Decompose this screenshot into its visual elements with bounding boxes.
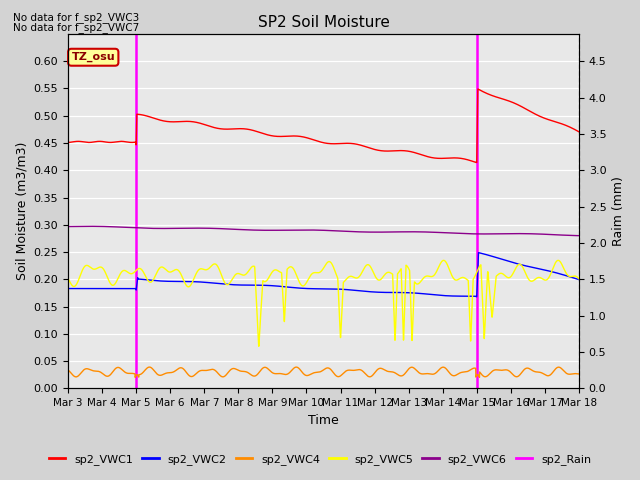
Y-axis label: Soil Moisture (m3/m3): Soil Moisture (m3/m3): [15, 142, 28, 280]
Y-axis label: Raim (mm): Raim (mm): [612, 176, 625, 246]
X-axis label: Time: Time: [308, 414, 339, 427]
Legend: sp2_VWC1, sp2_VWC2, sp2_VWC4, sp2_VWC5, sp2_VWC6, sp2_Rain: sp2_VWC1, sp2_VWC2, sp2_VWC4, sp2_VWC5, …: [44, 450, 596, 469]
Title: SP2 Soil Moisture: SP2 Soil Moisture: [257, 15, 389, 30]
Text: No data for f_sp2_VWC3: No data for f_sp2_VWC3: [13, 12, 139, 23]
Text: TZ_osu: TZ_osu: [72, 52, 115, 62]
Text: No data for f_sp2_VWC7: No data for f_sp2_VWC7: [13, 22, 139, 33]
